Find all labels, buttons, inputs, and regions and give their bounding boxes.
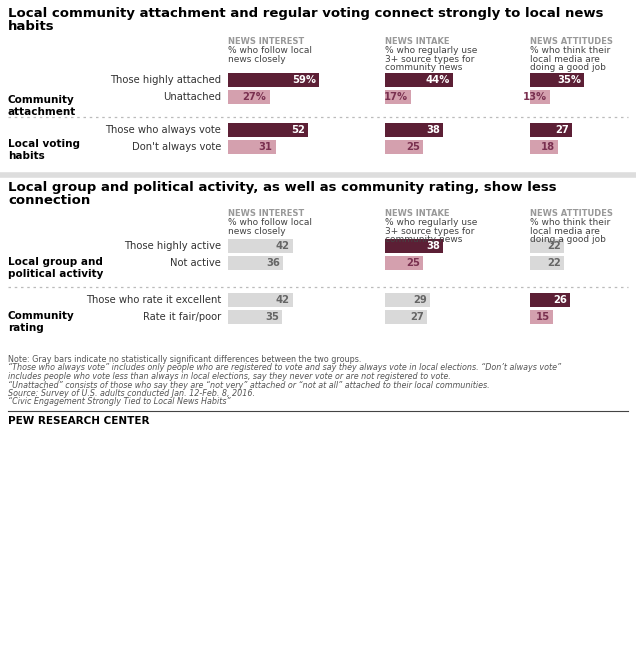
Bar <box>228 90 270 104</box>
Text: “Civic Engagement Strongly Tied to Local News Habits”: “Civic Engagement Strongly Tied to Local… <box>8 398 231 406</box>
Bar <box>385 73 453 87</box>
Text: % who regularly use: % who regularly use <box>385 218 478 227</box>
Text: news closely: news closely <box>228 227 286 235</box>
Text: community news: community news <box>385 235 462 244</box>
Text: Those who always vote: Those who always vote <box>105 125 221 135</box>
Text: 27: 27 <box>410 312 424 322</box>
Text: 42: 42 <box>275 295 289 305</box>
Text: includes people who vote less than always in local elections, say they never vot: includes people who vote less than alway… <box>8 372 451 381</box>
Text: Local voting
habits: Local voting habits <box>8 139 80 161</box>
Bar <box>530 310 553 324</box>
Text: Those highly attached: Those highly attached <box>110 75 221 85</box>
Text: % who think their: % who think their <box>530 46 611 55</box>
Text: NEWS ATTITUDES: NEWS ATTITUDES <box>530 37 613 46</box>
Text: “Those who always vote” includes only people who are registered to vote and say : “Those who always vote” includes only pe… <box>8 364 561 372</box>
Bar <box>530 73 584 87</box>
Text: 25: 25 <box>406 142 420 152</box>
Text: Local community attachment and regular voting connect strongly to local news: Local community attachment and regular v… <box>8 7 604 20</box>
Text: 22: 22 <box>547 258 561 268</box>
Bar <box>228 293 293 307</box>
Text: NEWS INTEREST: NEWS INTEREST <box>228 209 304 218</box>
Bar <box>530 90 550 104</box>
Text: 52: 52 <box>291 125 305 135</box>
Text: doing a good job: doing a good job <box>530 63 606 72</box>
Text: 35: 35 <box>265 312 279 322</box>
Text: Community
rating: Community rating <box>8 311 75 332</box>
Bar <box>385 239 443 253</box>
Text: 3+ source types for: 3+ source types for <box>385 55 474 63</box>
Text: 38: 38 <box>427 125 441 135</box>
Bar <box>385 310 427 324</box>
Text: 27%: 27% <box>243 92 266 102</box>
Text: 42: 42 <box>275 241 289 251</box>
Text: 3+ source types for: 3+ source types for <box>385 227 474 235</box>
Text: 27: 27 <box>555 125 569 135</box>
Text: doing a good job: doing a good job <box>530 235 606 244</box>
Bar <box>228 256 284 270</box>
Text: 29: 29 <box>413 295 427 305</box>
Bar <box>530 256 564 270</box>
Text: 18: 18 <box>541 142 555 152</box>
Bar <box>385 140 424 154</box>
Text: Those highly active: Those highly active <box>124 241 221 251</box>
Bar <box>228 73 319 87</box>
Bar <box>228 140 275 154</box>
Text: Unattached: Unattached <box>163 92 221 102</box>
Bar <box>228 310 282 324</box>
Bar <box>530 239 564 253</box>
Text: community news: community news <box>385 63 462 72</box>
Bar <box>228 123 308 137</box>
Bar <box>530 123 572 137</box>
Text: Local group and
political activity: Local group and political activity <box>8 257 104 279</box>
Text: 59%: 59% <box>292 75 315 85</box>
Text: % who follow local: % who follow local <box>228 218 312 227</box>
Text: 17%: 17% <box>384 92 408 102</box>
Bar <box>385 293 429 307</box>
Text: 15: 15 <box>536 312 550 322</box>
Text: local media are: local media are <box>530 227 600 235</box>
Bar <box>228 239 293 253</box>
Text: NEWS INTAKE: NEWS INTAKE <box>385 37 450 46</box>
Text: PEW RESEARCH CENTER: PEW RESEARCH CENTER <box>8 416 149 426</box>
Text: connection: connection <box>8 194 90 207</box>
Text: local media are: local media are <box>530 55 600 63</box>
Text: habits: habits <box>8 20 55 33</box>
Text: Community
attachment: Community attachment <box>8 95 76 116</box>
Text: Don't always vote: Don't always vote <box>132 142 221 152</box>
Text: 38: 38 <box>427 241 441 251</box>
Text: 44%: 44% <box>425 75 450 85</box>
Bar <box>385 256 424 270</box>
Text: news closely: news closely <box>228 55 286 63</box>
Text: 26: 26 <box>553 295 567 305</box>
Text: 35%: 35% <box>557 75 581 85</box>
Text: Rate it fair/poor: Rate it fair/poor <box>142 312 221 322</box>
Text: % who regularly use: % who regularly use <box>385 46 478 55</box>
Text: “Unattached” consists of those who say they are “not very” attached or “not at a: “Unattached” consists of those who say t… <box>8 380 490 390</box>
Text: NEWS INTAKE: NEWS INTAKE <box>385 209 450 218</box>
Text: Not active: Not active <box>170 258 221 268</box>
Bar <box>530 140 558 154</box>
Text: 36: 36 <box>266 258 280 268</box>
Text: % who think their: % who think their <box>530 218 611 227</box>
Text: NEWS INTEREST: NEWS INTEREST <box>228 37 304 46</box>
Text: 31: 31 <box>259 142 273 152</box>
Text: % who follow local: % who follow local <box>228 46 312 55</box>
Bar <box>385 123 443 137</box>
Text: Those who rate it excellent: Those who rate it excellent <box>86 295 221 305</box>
Text: Local group and political activity, as well as community rating, show less: Local group and political activity, as w… <box>8 181 556 194</box>
Bar <box>530 293 570 307</box>
Text: Source: Survey of U.S. adults conducted Jan. 12-Feb. 8, 2016.: Source: Survey of U.S. adults conducted … <box>8 389 255 398</box>
Text: 13%: 13% <box>523 92 547 102</box>
Text: Note: Gray bars indicate no statistically significant differences between the tw: Note: Gray bars indicate no statisticall… <box>8 355 361 364</box>
Text: NEWS ATTITUDES: NEWS ATTITUDES <box>530 209 613 218</box>
Text: 25: 25 <box>406 258 420 268</box>
Bar <box>385 90 411 104</box>
Text: 22: 22 <box>547 241 561 251</box>
